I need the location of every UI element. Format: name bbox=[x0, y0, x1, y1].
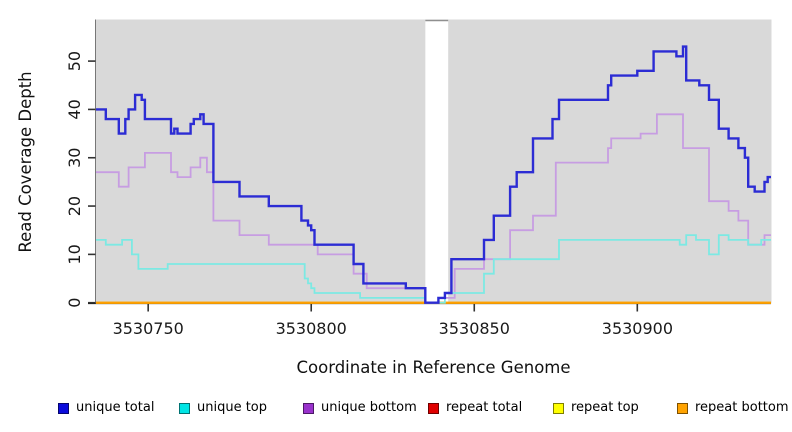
y-tick-label: 40 bbox=[65, 99, 84, 119]
legend-swatch-repeat-total bbox=[428, 402, 439, 414]
y-tick-label: 50 bbox=[65, 51, 84, 71]
x-tick-label: 3530800 bbox=[276, 319, 347, 338]
plot-background-layer bbox=[88, 19, 772, 312]
coverage-chart: 0 10 20 30 40 50 3530750 3530800 3530850… bbox=[65, 19, 772, 338]
legend-label: repeat total bbox=[446, 400, 523, 415]
legend-swatch-unique-top bbox=[179, 402, 190, 414]
x-tick-label: 3530850 bbox=[439, 319, 510, 338]
legend-label: repeat top bbox=[571, 400, 639, 415]
axis-text-layer: 0 10 20 30 40 50 3530750 3530800 3530850… bbox=[65, 51, 673, 338]
legend-label: unique top bbox=[197, 400, 268, 415]
legend-label: unique bottom bbox=[321, 400, 417, 415]
legend-item-repeat-total: repeat total bbox=[428, 401, 522, 415]
legend-swatch-unique-bottom bbox=[303, 402, 314, 414]
legend-item-repeat-bottom: repeat bottom bbox=[677, 401, 789, 415]
masked-region bbox=[425, 20, 449, 303]
chart-legend: unique total unique top unique bottom re… bbox=[0, 401, 792, 421]
y-axis-title: Read Coverage Depth bbox=[16, 71, 35, 253]
series-line-unique-total bbox=[96, 45, 771, 304]
legend-item-unique-top: unique top bbox=[179, 401, 267, 415]
legend-item-repeat-top: repeat top bbox=[553, 401, 639, 415]
series-layer bbox=[96, 45, 771, 304]
x-axis-title: Coordinate in Reference Genome bbox=[296, 358, 571, 377]
legend-item-unique-total: unique total bbox=[58, 401, 154, 415]
legend-label: repeat bottom bbox=[695, 400, 789, 415]
y-tick-label: 10 bbox=[65, 244, 84, 264]
y-tick-label: 0 bbox=[65, 298, 84, 308]
legend-item-unique-bottom: unique bottom bbox=[303, 401, 417, 415]
x-tick-label: 3530750 bbox=[113, 319, 184, 338]
x-tick-label: 3530900 bbox=[602, 319, 673, 338]
legend-swatch-repeat-bottom bbox=[677, 402, 688, 414]
y-tick-label: 30 bbox=[65, 148, 84, 168]
legend-swatch-unique-total bbox=[58, 402, 69, 414]
legend-label: unique total bbox=[76, 400, 155, 415]
y-tick-label: 20 bbox=[65, 196, 84, 216]
legend-swatch-repeat-top bbox=[553, 402, 564, 414]
